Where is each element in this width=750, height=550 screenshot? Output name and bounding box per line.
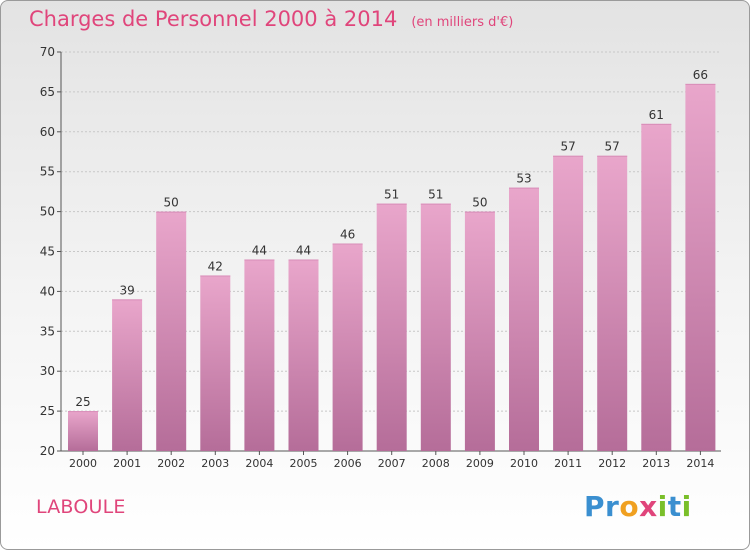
bar <box>553 155 584 452</box>
y-tick-label: 25 <box>40 404 55 418</box>
x-tick-label: 2006 <box>334 457 362 470</box>
bar <box>641 123 672 451</box>
logo-letter: o <box>619 490 640 523</box>
data-label: 44 <box>252 243 267 257</box>
tick-labels: 20 25 30 35 40 45 50 55 60 65 70 2000 2001 2002 2003 20… <box>40 45 715 470</box>
x-tick-label: 2009 <box>466 457 494 470</box>
x-tick-label: 2011 <box>554 457 582 470</box>
data-label: 61 <box>649 108 664 122</box>
unit-label: (en milliers d'€) <box>411 15 514 30</box>
data-label: 46 <box>340 228 355 242</box>
bar <box>420 203 451 451</box>
bar <box>685 83 716 452</box>
y-tick-label: 40 <box>40 284 55 298</box>
bar <box>597 155 628 452</box>
data-label: 53 <box>516 172 531 186</box>
x-tick-label: 2012 <box>598 457 626 470</box>
data-labels: 25 39 50 42 44 44 46 51 51 50 53 57 57 61 66 <box>75 68 708 409</box>
logo-letter: i <box>681 490 692 523</box>
bar <box>244 259 275 451</box>
logo-letter: t <box>667 490 682 523</box>
data-label: 50 <box>164 196 179 210</box>
data-label: 51 <box>428 188 443 202</box>
x-tick-label: 2005 <box>290 457 318 470</box>
commune-name: LABOULE <box>36 496 126 518</box>
bar <box>200 275 231 451</box>
data-label: 66 <box>693 68 708 82</box>
bar <box>112 299 143 451</box>
x-tick-label: 2008 <box>422 457 450 470</box>
x-tick-label: 2001 <box>113 457 141 470</box>
x-tick-label: 2000 <box>69 457 97 470</box>
bar <box>156 211 187 451</box>
x-tick-label: 2004 <box>245 457 273 470</box>
data-label: 51 <box>384 188 399 202</box>
data-label: 57 <box>605 140 620 154</box>
y-tick-label: 35 <box>40 324 55 338</box>
y-tick-label: 20 <box>40 444 55 458</box>
bar <box>68 411 98 451</box>
bar <box>376 203 407 451</box>
y-tick-label: 70 <box>40 45 55 59</box>
y-tick-label: 45 <box>40 245 55 259</box>
logo-letter: P <box>584 490 606 523</box>
y-tick-label: 60 <box>40 125 55 139</box>
bar <box>464 211 495 451</box>
y-tick-label: 50 <box>40 205 55 219</box>
y-tick-label: 55 <box>40 165 55 179</box>
data-label: 42 <box>208 259 223 273</box>
data-label: 44 <box>296 243 311 257</box>
x-tick-label: 2014 <box>686 457 714 470</box>
bar <box>509 187 539 451</box>
logo-letter: x <box>639 490 658 523</box>
data-label: 25 <box>75 395 90 409</box>
y-tick-label: 30 <box>40 364 55 378</box>
data-label: 39 <box>119 283 134 297</box>
x-tick-label: 2003 <box>201 457 229 470</box>
data-label: 57 <box>560 140 575 154</box>
bar <box>288 259 319 451</box>
data-label: 50 <box>472 196 487 210</box>
bars <box>68 83 716 452</box>
logo-letter: r <box>605 490 620 523</box>
x-tick-label: 2013 <box>642 457 670 470</box>
x-tick-label: 2010 <box>510 457 538 470</box>
title-text: Charges de Personnel 2000 à 2014 <box>29 7 398 31</box>
bar <box>332 243 363 451</box>
logo-letter: i <box>657 490 668 523</box>
proxiti-logo: Proxiti <box>584 490 692 523</box>
y-tick-label: 65 <box>40 85 55 99</box>
chart-title: Charges de Personnel 2000 à 2014 (en mill… <box>29 7 513 31</box>
x-tick-label: 2002 <box>157 457 185 470</box>
x-tick-label: 2007 <box>378 457 406 470</box>
